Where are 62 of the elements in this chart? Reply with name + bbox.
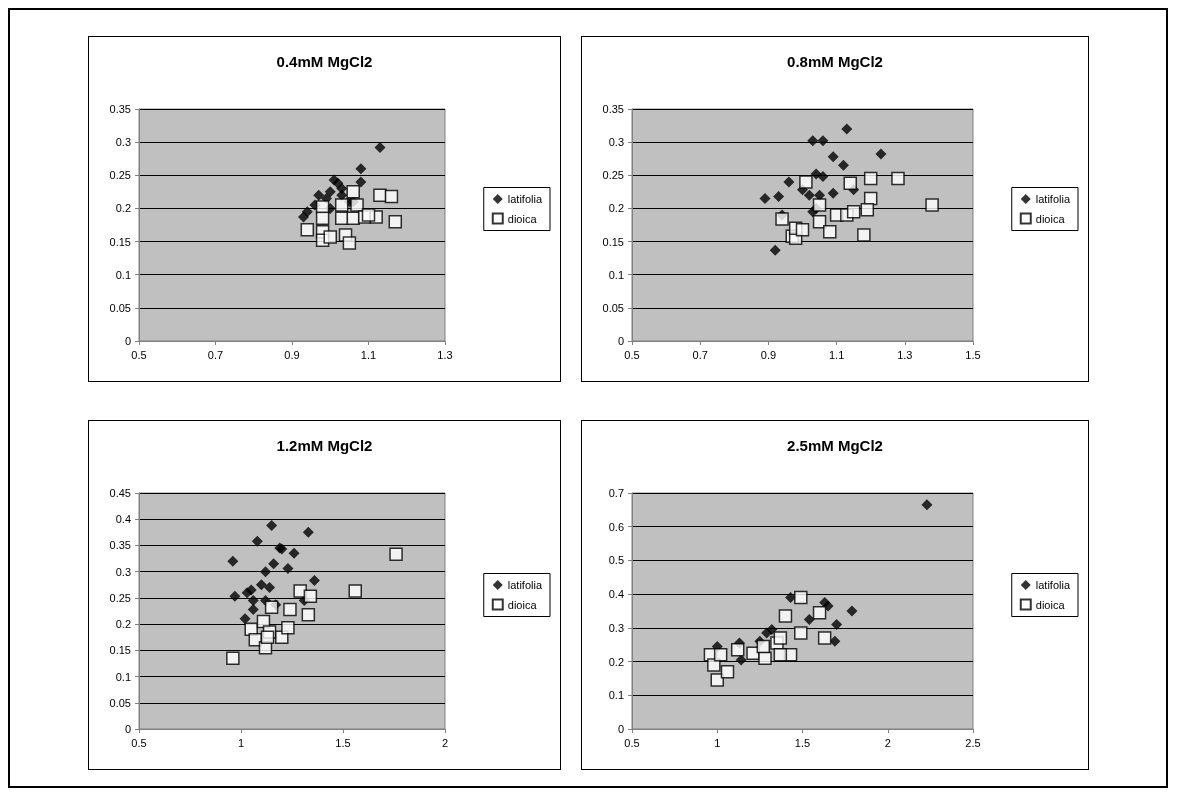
y-tick-label: 0.15 — [109, 235, 131, 248]
y-tick-label: 0.1 — [608, 268, 624, 281]
y-tick-label: 0.15 — [602, 235, 624, 248]
y-tick-label: 0.2 — [115, 618, 131, 631]
y-tick-label: 0 — [124, 335, 131, 347]
x-tick-label: 1.3 — [897, 348, 913, 361]
y-tick-label: 0.35 — [109, 539, 131, 552]
x-tick-label: 0.7 — [692, 348, 708, 361]
x-tick-label: 0.9 — [284, 348, 300, 361]
y-tick-label: 0.35 — [602, 103, 624, 115]
y-tick-label: 0.7 — [608, 487, 624, 499]
y-tick-label: 0.05 — [109, 301, 131, 314]
y-tick-label: 0.2 — [608, 655, 624, 668]
y-tick-label: 0 — [617, 723, 624, 735]
legend-label: dioica — [507, 212, 538, 225]
y-tick-label: 0.25 — [602, 169, 624, 182]
legend-label: latifolia — [507, 193, 543, 205]
x-tick-label: 1.5 — [794, 736, 811, 749]
y-tick-label: 0.15 — [109, 644, 131, 657]
y-tick-label: 0.05 — [602, 301, 624, 314]
legend-label: dioica — [507, 598, 538, 611]
x-tick-label: 1.3 — [437, 348, 453, 361]
y-tick-label: 0.3 — [115, 136, 131, 149]
chart-title: 0.4mM MgCl2 — [276, 53, 373, 70]
y-tick-label: 0.1 — [608, 689, 624, 702]
x-tick-label: 1.1 — [360, 348, 377, 361]
y-tick-label: 0.6 — [608, 520, 624, 533]
y-tick-label: 0.25 — [109, 591, 131, 604]
x-tick-label: 1 — [237, 736, 245, 749]
legend-label: dioica — [1035, 598, 1066, 611]
y-tick-label: 0.25 — [109, 169, 131, 182]
x-tick-label: 2.5 — [965, 736, 981, 749]
legend-label: dioica — [1035, 212, 1066, 225]
y-tick-label: 0.35 — [109, 103, 131, 115]
y-tick-label: 0.2 — [608, 202, 624, 215]
y-tick-label: 0.45 — [109, 487, 131, 499]
legend-label: latifolia — [507, 579, 543, 591]
x-tick-label: 1 — [714, 736, 721, 749]
y-tick-label: 0 — [617, 335, 624, 347]
x-tick-label: 1.1 — [828, 348, 845, 361]
x-tick-label: 0.7 — [207, 348, 224, 361]
chart-title: 1.2mM MgCl2 — [276, 437, 373, 454]
y-tick-label: 0 — [124, 723, 131, 735]
x-tick-label: 1.5 — [335, 736, 351, 749]
legend-label: latifolia — [1035, 579, 1071, 591]
x-tick-label: 0.9 — [760, 348, 777, 361]
y-tick-label: 0.4 — [115, 513, 131, 526]
x-tick-label: 2 — [884, 736, 891, 749]
chart-title: 0.8mM MgCl2 — [787, 53, 883, 70]
y-tick-label: 0.1 — [115, 268, 131, 281]
legend-label: latifolia — [1035, 193, 1071, 205]
y-tick-label: 0.5 — [608, 554, 624, 567]
x-tick-label: 1.5 — [965, 348, 981, 361]
y-tick-label: 0.4 — [608, 588, 624, 601]
y-tick-label: 0.3 — [608, 136, 624, 149]
x-tick-label: 2 — [441, 736, 449, 749]
chart-title: 2.5mM MgCl2 — [787, 437, 883, 454]
y-tick-label: 0.2 — [115, 202, 131, 215]
y-tick-label: 0.05 — [109, 696, 131, 709]
y-tick-label: 0.1 — [115, 670, 131, 683]
y-tick-label: 0.3 — [608, 621, 624, 634]
y-tick-label: 0.3 — [115, 565, 131, 578]
